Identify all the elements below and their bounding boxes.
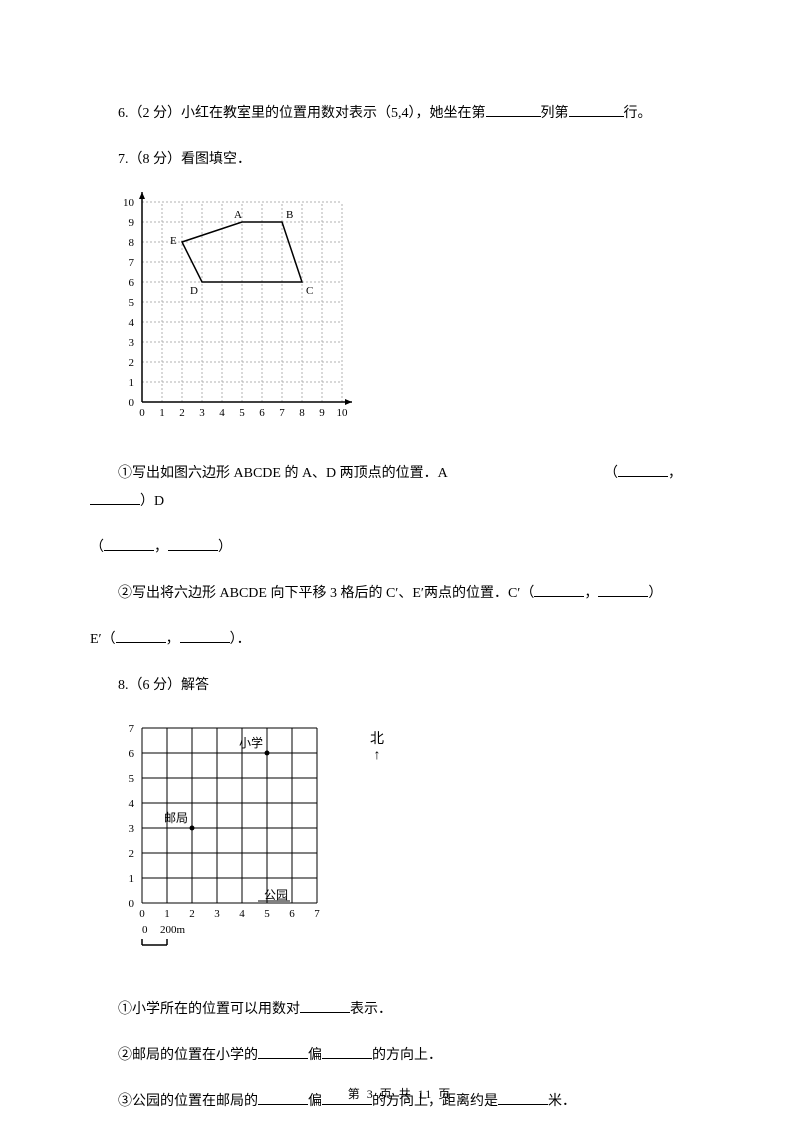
- q7-sub1: ①写出如图六边形 ABCDE 的 A、D 两顶点的位置．A （ ， ）D: [90, 460, 710, 516]
- svg-text:4: 4: [219, 407, 225, 419]
- q7-sub2: ②写出将六边形 ABCDE 向下平移 3 格后的 C′、E′两点的位置．C′（ ，…: [90, 580, 710, 608]
- q7-sub1-g: ）: [218, 540, 232, 555]
- svg-text:公园: 公园: [264, 888, 288, 902]
- q7-sub2-blank4: [180, 628, 230, 643]
- q7-sub1-c: ，: [668, 466, 682, 481]
- svg-text:8: 8: [129, 237, 135, 249]
- q8-sub1-blank1: [300, 998, 350, 1013]
- q7-sub1-f: ，: [154, 540, 168, 555]
- north-arrow-icon: ↑: [374, 748, 381, 763]
- q8-head: 8.（6 分）解答: [90, 672, 710, 700]
- q7-sub2-c: ）: [648, 586, 662, 601]
- q8-sub2-b: 偏: [308, 1048, 322, 1063]
- svg-text:C: C: [306, 285, 313, 297]
- svg-text:4: 4: [129, 798, 135, 810]
- q7-sub2b: E′（ ， ）．: [90, 626, 710, 654]
- svg-text:3: 3: [199, 407, 205, 419]
- north-indicator: 北 ↑: [370, 728, 384, 764]
- svg-text:1: 1: [164, 908, 170, 920]
- svg-text:3: 3: [129, 337, 135, 349]
- q6-blank1: [486, 102, 541, 117]
- q8-sub2-blank2: [322, 1044, 372, 1059]
- q7-sub1b: （ ， ）: [90, 534, 710, 562]
- q7-head: 7.（8 分）看图填空．: [90, 146, 710, 174]
- q6-text: 6.（2 分）小红在教室里的位置用数对表示（5,4），她坐在第 列第 行。: [90, 100, 710, 128]
- q7-sub2-f: ）．: [230, 632, 251, 647]
- svg-text:4: 4: [239, 908, 245, 920]
- q8-sub1-b: 表示．: [350, 1002, 392, 1017]
- svg-text:0: 0: [139, 908, 145, 920]
- svg-text:1: 1: [129, 377, 135, 389]
- q8-sub1-a: ①小学所在的位置可以用数对: [118, 1002, 300, 1017]
- q7-sub1-b: （: [604, 466, 618, 481]
- q7-sub2-d: E′（: [90, 632, 116, 647]
- q8-sub2-blank1: [258, 1044, 308, 1059]
- q6-blank2: [569, 102, 624, 117]
- svg-text:6: 6: [129, 748, 135, 760]
- svg-text:2: 2: [129, 357, 135, 369]
- q6-b: 列第: [541, 106, 569, 121]
- q8-sub1: ①小学所在的位置可以用数对 表示．: [90, 996, 710, 1024]
- q7-sub1-d: ）D: [140, 494, 164, 509]
- svg-text:1: 1: [129, 873, 135, 885]
- q8-sub2-c: 的方向上．: [372, 1048, 442, 1063]
- q7-sub2-blank3: [116, 628, 166, 643]
- north-label: 北: [370, 732, 384, 747]
- svg-text:2: 2: [129, 848, 135, 860]
- svg-text:A: A: [234, 209, 242, 221]
- svg-text:1: 1: [159, 407, 165, 419]
- svg-text:2: 2: [179, 407, 185, 419]
- page-footer: 第 3 页 共 11 页: [0, 1085, 800, 1102]
- svg-text:小学: 小学: [239, 735, 263, 750]
- svg-text:5: 5: [239, 407, 245, 419]
- svg-text:6: 6: [289, 908, 295, 920]
- svg-text:5: 5: [264, 908, 270, 920]
- q7-sub2-blank1: [534, 582, 584, 597]
- svg-text:9: 9: [319, 407, 325, 419]
- q7-sub2-b: ，: [584, 586, 598, 601]
- svg-text:5: 5: [129, 773, 135, 785]
- q7-sub2-blank2: [598, 582, 648, 597]
- svg-text:10: 10: [337, 407, 349, 419]
- svg-text:0: 0: [129, 898, 135, 910]
- svg-text:9: 9: [129, 217, 135, 229]
- svg-text:10: 10: [123, 197, 135, 209]
- q7-sub1-a: ①写出如图六边形 ABCDE 的 A、D 两顶点的位置．A: [118, 466, 447, 481]
- svg-text:7: 7: [279, 407, 285, 419]
- q7-sub1-blank2: [90, 490, 140, 505]
- q7-sub2-e: ，: [166, 632, 180, 647]
- q8-grid: 0 1 2 3 4 5 6 7 0 1 2 3 4 5 6 7 小学邮局公园 0 200m: [120, 718, 340, 978]
- q7-sub1-blank3: [104, 536, 154, 551]
- q7-sub1-blank1: [618, 462, 668, 477]
- q7-sub1-blank4: [168, 536, 218, 551]
- svg-text:5: 5: [129, 297, 135, 309]
- svg-text:0: 0: [129, 397, 135, 409]
- q7-sub2-a: ②写出将六边形 ABCDE 向下平移 3 格后的 C′、E′两点的位置．C′（: [118, 586, 534, 601]
- svg-text:B: B: [286, 209, 293, 221]
- svg-text:7: 7: [129, 723, 135, 735]
- svg-text:4: 4: [129, 317, 135, 329]
- svg-text:3: 3: [129, 823, 135, 835]
- svg-text:200m: 200m: [160, 924, 186, 936]
- svg-text:2: 2: [189, 908, 195, 920]
- svg-text:D: D: [190, 285, 198, 297]
- q8-sub2-a: ②邮局的位置在小学的: [118, 1048, 258, 1063]
- svg-text:7: 7: [129, 257, 135, 269]
- svg-text:8: 8: [299, 407, 305, 419]
- q7-sub1-e: （: [90, 540, 104, 555]
- svg-text:6: 6: [259, 407, 265, 419]
- svg-text:0: 0: [142, 924, 148, 936]
- q6-a: 6.（2 分）小红在教室里的位置用数对表示（5,4），她坐在第: [118, 106, 486, 121]
- q7-grid: 0 1 2 3 4 5 6 7 8 9 10 0 1 2 3 4 5 6 7 8 9 10 A B C D E: [120, 192, 390, 442]
- q8-sub2: ②邮局的位置在小学的 偏 的方向上．: [90, 1042, 710, 1070]
- svg-text:6: 6: [129, 277, 135, 289]
- svg-text:7: 7: [314, 908, 320, 920]
- svg-text:0: 0: [139, 407, 145, 419]
- svg-text:邮局: 邮局: [164, 811, 188, 825]
- q6-c: 行。: [624, 106, 652, 121]
- svg-text:3: 3: [214, 908, 220, 920]
- svg-text:E: E: [170, 235, 177, 247]
